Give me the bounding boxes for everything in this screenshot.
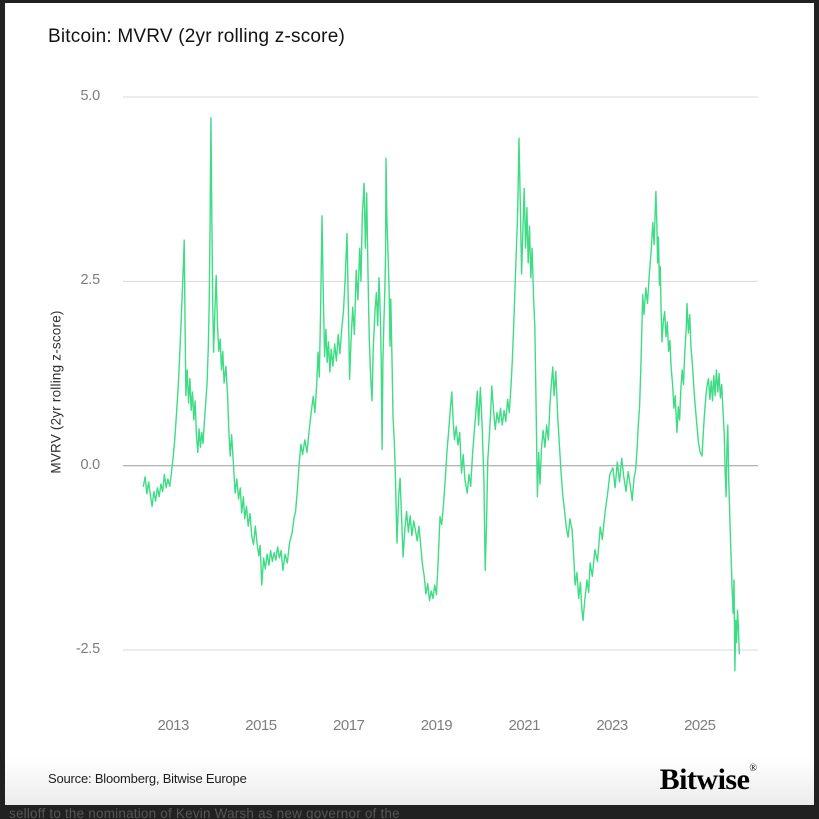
y-tick-label: 2.5	[80, 272, 100, 289]
chart-card	[5, 3, 814, 805]
x-tick-label: 2023	[596, 717, 628, 734]
bitwise-logo: Bitwise®	[660, 763, 757, 797]
registered-trademark-icon: ®	[749, 763, 757, 774]
x-tick-label: 2013	[157, 717, 190, 734]
y-axis-title: MVRV (2yr rolling z-score)	[48, 310, 64, 474]
y-tick-label: -2.5	[75, 641, 100, 658]
bitwise-logo-text: Bitwise	[659, 763, 750, 796]
source-note: Source: Bloomberg, Bitwise Europe	[48, 771, 247, 786]
y-tick-label: 5.0	[80, 88, 100, 105]
x-tick-label: 2019	[420, 717, 453, 734]
y-tick-label: 0.0	[80, 456, 100, 473]
x-tick-label: 2021	[508, 717, 541, 734]
x-tick-label: 2025	[684, 717, 716, 734]
x-tick-label: 2015	[245, 717, 277, 734]
background-clipped-text: selloff to the nomination of Kevin Warsh…	[9, 806, 400, 819]
chart-title: Bitcoin: MVRV (2yr rolling z-score)	[48, 26, 346, 47]
x-tick-label: 2017	[333, 717, 365, 734]
